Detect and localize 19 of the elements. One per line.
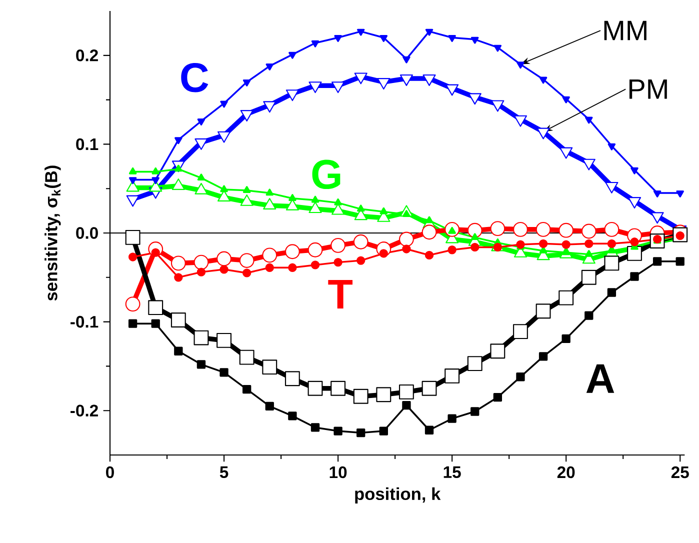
annotation: A bbox=[586, 364, 614, 393]
annotation: MM bbox=[604, 20, 646, 40]
annotation: G bbox=[312, 160, 340, 190]
y-tick-label: -0.1 bbox=[70, 316, 98, 328]
x-tick-label: 15 bbox=[444, 466, 461, 478]
y-tick-label: 0.2 bbox=[76, 50, 98, 62]
y-tick-label: 0.0 bbox=[76, 227, 98, 239]
x-tick-label: 25 bbox=[671, 466, 689, 478]
annotation: T bbox=[328, 280, 353, 308]
y-tick-label: 0.1 bbox=[76, 138, 98, 150]
x-tick-label: 20 bbox=[557, 466, 575, 478]
annotation: C bbox=[181, 62, 208, 92]
x-axis-title: position, k bbox=[355, 487, 441, 504]
y-tick-label: -0.2 bbox=[70, 404, 98, 417]
x-tick-label: 0 bbox=[106, 466, 114, 478]
x-tick-label: 10 bbox=[330, 466, 347, 478]
y-axis-title: sensitivity, σ$_{k}$(B) bbox=[44, 166, 61, 301]
x-tick-label: 5 bbox=[220, 466, 228, 478]
annotation: PM bbox=[629, 80, 667, 99]
